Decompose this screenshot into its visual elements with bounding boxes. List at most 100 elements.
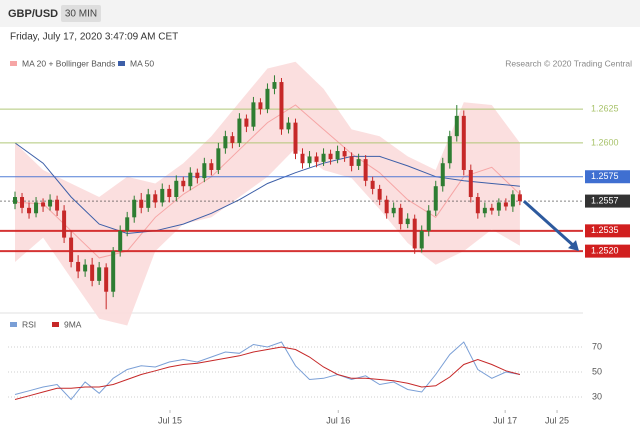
level-label-box	[585, 194, 630, 208]
candle-body	[62, 210, 67, 238]
legend-swatch	[118, 61, 125, 66]
candle-body	[370, 180, 375, 189]
candle-body	[34, 202, 39, 214]
candle-body	[482, 207, 487, 214]
level-label: 1.2600	[591, 137, 619, 147]
candle-body	[195, 172, 200, 179]
candle-body	[510, 194, 515, 207]
candle-body	[384, 199, 389, 214]
level-label: 1.2625	[591, 103, 619, 113]
candle-body	[69, 237, 74, 262]
candle-body	[475, 197, 480, 214]
candle-body	[356, 159, 361, 166]
legend-label: 9MA	[64, 319, 82, 329]
legend-label: RSI	[22, 319, 36, 329]
candle-body	[517, 194, 522, 202]
candle-body	[188, 172, 193, 187]
source: Research © 2020 Trading Central	[505, 58, 632, 68]
candle-body	[83, 264, 88, 272]
candle-body	[496, 202, 501, 211]
candle-body	[209, 163, 214, 170]
y-tick-label: 70	[592, 341, 602, 351]
candle-body	[174, 180, 179, 198]
candle-body	[426, 210, 431, 231]
symbol: GBP/USD	[8, 8, 58, 20]
candle-body	[132, 199, 137, 218]
candle-body	[48, 199, 53, 207]
candle-body	[440, 163, 445, 187]
candle-body	[104, 267, 109, 292]
candle-body	[265, 88, 270, 110]
forecast-arrow	[522, 199, 575, 247]
candle-body	[412, 218, 417, 249]
series-line	[14, 341, 520, 401]
candle-body	[342, 151, 347, 157]
y-tick-label: 30	[592, 391, 602, 401]
candle-body	[146, 194, 151, 208]
legend-swatch	[10, 61, 17, 66]
candle-body	[13, 197, 18, 204]
candle-body	[349, 156, 354, 166]
candle-body	[237, 118, 242, 143]
candle-body	[27, 207, 32, 214]
candle-body	[328, 153, 333, 160]
header-bar	[0, 0, 640, 27]
candle-body	[454, 115, 459, 137]
x-tick-label: Jul 17	[493, 415, 517, 425]
legend-swatch	[52, 322, 59, 327]
candle-body	[90, 264, 95, 281]
candle-body	[419, 230, 424, 249]
y-tick-label: 50	[592, 366, 602, 376]
forecast-arrowhead	[568, 240, 579, 252]
candle-body	[97, 267, 102, 281]
level-label: 1.2535	[591, 225, 619, 235]
candle-body	[377, 188, 382, 200]
ma20-line	[14, 104, 521, 259]
candle-body	[139, 199, 144, 208]
candle-body	[167, 188, 172, 198]
candle-body	[258, 102, 263, 110]
timeframe-box	[61, 5, 101, 22]
candle-body	[244, 118, 249, 127]
candle-body	[251, 102, 256, 127]
level-label-box	[585, 224, 630, 238]
candle-body	[307, 156, 312, 164]
candle-body	[111, 251, 116, 292]
x-tick-label: Jul 25	[545, 415, 569, 425]
candle-body	[153, 194, 158, 203]
candle-body	[405, 218, 410, 225]
candle-body	[41, 202, 46, 207]
candle-body	[76, 261, 81, 272]
candle-body	[293, 122, 298, 154]
candle-body	[468, 169, 473, 198]
legend-label: MA 20 + Bollinger Bands	[22, 58, 115, 68]
candle-body	[230, 136, 235, 143]
candle-body	[363, 159, 368, 181]
legend-swatch	[10, 322, 17, 327]
candle-body	[272, 82, 277, 89]
level-label-box	[585, 170, 630, 184]
candle-body	[300, 153, 305, 164]
candle-body	[503, 202, 508, 207]
level-label: 1.2557	[591, 195, 619, 205]
level-label: 1.2520	[591, 246, 619, 256]
candle-body	[314, 156, 319, 162]
candle-body	[223, 136, 228, 149]
candle-body	[398, 207, 403, 225]
bollinger-band	[15, 61, 520, 326]
candle-body	[461, 115, 466, 170]
candle-body	[321, 153, 326, 162]
candle-body	[202, 163, 207, 179]
candle-body	[447, 136, 452, 164]
level-label: 1.2575	[591, 171, 619, 181]
candle-body	[433, 186, 438, 211]
candle-body	[55, 199, 60, 211]
x-tick-label: Jul 15	[158, 415, 182, 425]
candle-body	[286, 122, 291, 130]
candle-body	[391, 207, 396, 214]
x-tick-label: Jul 16	[326, 415, 350, 425]
candle-body	[335, 151, 340, 160]
candle-body	[489, 207, 494, 211]
candle-body	[181, 180, 186, 187]
